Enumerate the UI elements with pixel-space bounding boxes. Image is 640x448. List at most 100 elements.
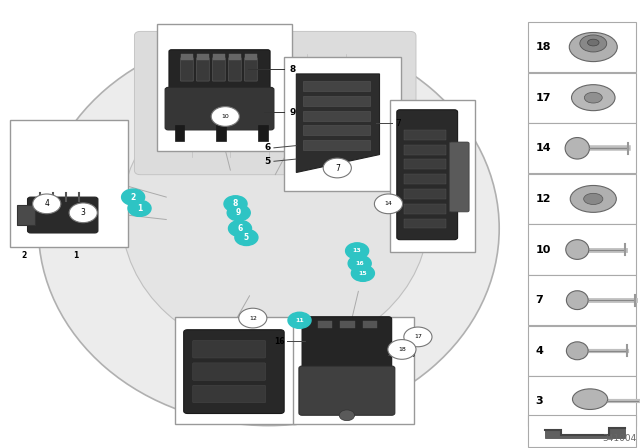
Text: 3: 3 (81, 208, 86, 217)
Polygon shape (296, 74, 380, 172)
FancyBboxPatch shape (229, 54, 241, 60)
Ellipse shape (570, 33, 617, 61)
FancyBboxPatch shape (318, 321, 332, 328)
Text: 9: 9 (236, 208, 241, 217)
Ellipse shape (566, 240, 589, 259)
Circle shape (351, 265, 374, 281)
Circle shape (323, 158, 351, 178)
Text: 10: 10 (221, 114, 229, 119)
Circle shape (122, 189, 145, 205)
FancyBboxPatch shape (216, 125, 226, 141)
FancyBboxPatch shape (404, 159, 446, 169)
Ellipse shape (588, 39, 599, 46)
FancyBboxPatch shape (184, 330, 284, 414)
Text: 15: 15 (358, 271, 367, 276)
Circle shape (404, 327, 432, 347)
Text: 1: 1 (137, 204, 142, 213)
FancyBboxPatch shape (404, 204, 446, 214)
FancyBboxPatch shape (528, 73, 636, 123)
FancyBboxPatch shape (390, 100, 475, 252)
Circle shape (348, 255, 371, 271)
FancyBboxPatch shape (245, 54, 257, 60)
FancyBboxPatch shape (193, 363, 266, 380)
Text: 7: 7 (536, 295, 543, 305)
FancyBboxPatch shape (404, 219, 446, 228)
FancyBboxPatch shape (181, 54, 193, 60)
FancyBboxPatch shape (397, 110, 458, 240)
Ellipse shape (566, 342, 588, 360)
Circle shape (224, 196, 247, 212)
Ellipse shape (565, 138, 589, 159)
FancyBboxPatch shape (28, 197, 98, 233)
Text: 14: 14 (536, 143, 551, 153)
Text: 17: 17 (408, 350, 417, 359)
Circle shape (227, 205, 250, 221)
FancyBboxPatch shape (303, 125, 370, 135)
FancyBboxPatch shape (404, 130, 446, 140)
Text: 18: 18 (536, 42, 551, 52)
FancyBboxPatch shape (180, 58, 193, 81)
Polygon shape (545, 428, 625, 438)
FancyBboxPatch shape (303, 111, 370, 121)
FancyBboxPatch shape (228, 58, 241, 81)
FancyBboxPatch shape (299, 366, 395, 415)
Text: 2: 2 (22, 251, 27, 260)
Text: 7: 7 (335, 164, 340, 172)
FancyBboxPatch shape (175, 317, 296, 424)
Text: 12: 12 (536, 194, 551, 204)
FancyBboxPatch shape (528, 174, 636, 224)
Text: 341004: 341004 (602, 434, 636, 443)
Text: 14: 14 (385, 201, 392, 207)
Text: 13: 13 (353, 248, 362, 254)
Circle shape (388, 340, 416, 359)
FancyBboxPatch shape (157, 24, 292, 151)
Ellipse shape (572, 85, 615, 111)
FancyBboxPatch shape (193, 385, 266, 403)
FancyBboxPatch shape (363, 321, 377, 328)
Ellipse shape (584, 92, 602, 103)
FancyBboxPatch shape (17, 205, 35, 225)
Text: 8: 8 (233, 199, 238, 208)
Text: 16: 16 (275, 337, 285, 346)
FancyBboxPatch shape (303, 96, 370, 106)
Text: 17: 17 (536, 93, 551, 103)
Text: 9: 9 (290, 108, 296, 116)
Text: 3: 3 (536, 396, 543, 406)
Text: 1: 1 (73, 251, 78, 260)
FancyBboxPatch shape (212, 58, 225, 81)
FancyBboxPatch shape (284, 57, 401, 191)
Circle shape (235, 229, 258, 246)
Circle shape (69, 203, 97, 223)
Circle shape (211, 107, 239, 126)
Text: 7: 7 (396, 119, 401, 128)
FancyBboxPatch shape (528, 22, 636, 72)
Text: 4: 4 (44, 199, 49, 208)
FancyBboxPatch shape (449, 142, 469, 212)
Ellipse shape (573, 389, 608, 409)
Text: 17: 17 (414, 334, 422, 340)
FancyBboxPatch shape (165, 87, 274, 130)
FancyBboxPatch shape (197, 54, 209, 60)
Circle shape (33, 194, 61, 214)
FancyBboxPatch shape (528, 415, 636, 447)
FancyBboxPatch shape (169, 50, 270, 89)
FancyBboxPatch shape (134, 31, 416, 175)
Text: 4: 4 (536, 346, 543, 356)
Text: 5: 5 (264, 157, 271, 166)
FancyBboxPatch shape (528, 326, 636, 376)
Ellipse shape (566, 291, 588, 310)
FancyBboxPatch shape (293, 317, 414, 424)
Ellipse shape (584, 194, 603, 204)
Circle shape (228, 220, 252, 237)
Ellipse shape (38, 31, 499, 426)
Text: 10: 10 (536, 245, 551, 254)
FancyBboxPatch shape (10, 120, 128, 247)
FancyBboxPatch shape (528, 224, 636, 275)
Text: 8: 8 (290, 65, 296, 74)
Circle shape (374, 194, 403, 214)
Text: 5: 5 (244, 233, 249, 242)
Circle shape (128, 200, 151, 216)
FancyBboxPatch shape (404, 145, 446, 155)
Text: 6: 6 (264, 143, 271, 152)
FancyBboxPatch shape (528, 123, 636, 173)
